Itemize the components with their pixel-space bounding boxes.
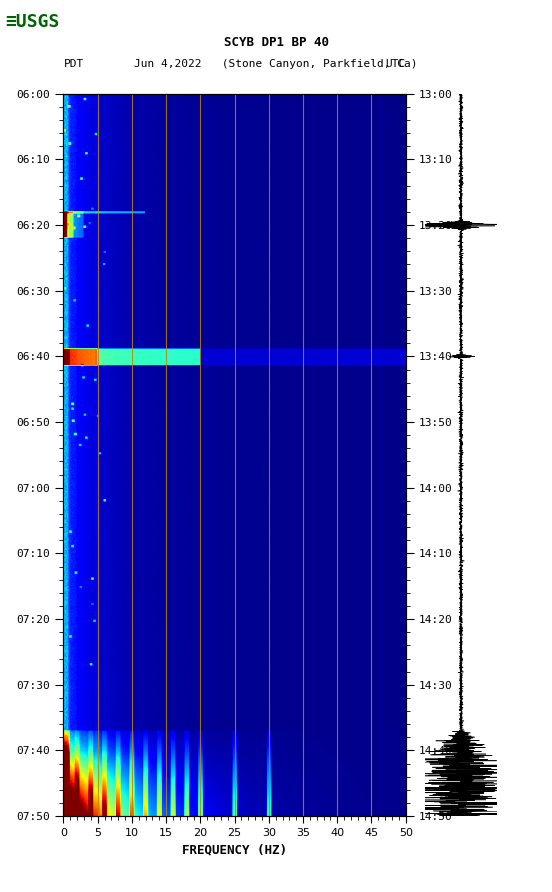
Text: PDT: PDT	[63, 59, 84, 70]
Text: Jun 4,2022   (Stone Canyon, Parkfield, Ca): Jun 4,2022 (Stone Canyon, Parkfield, Ca)	[134, 59, 418, 70]
Text: SCYB DP1 BP 40: SCYB DP1 BP 40	[224, 37, 328, 49]
Text: ≡USGS: ≡USGS	[6, 13, 60, 31]
X-axis label: FREQUENCY (HZ): FREQUENCY (HZ)	[182, 844, 287, 856]
Text: UTC: UTC	[385, 59, 406, 70]
